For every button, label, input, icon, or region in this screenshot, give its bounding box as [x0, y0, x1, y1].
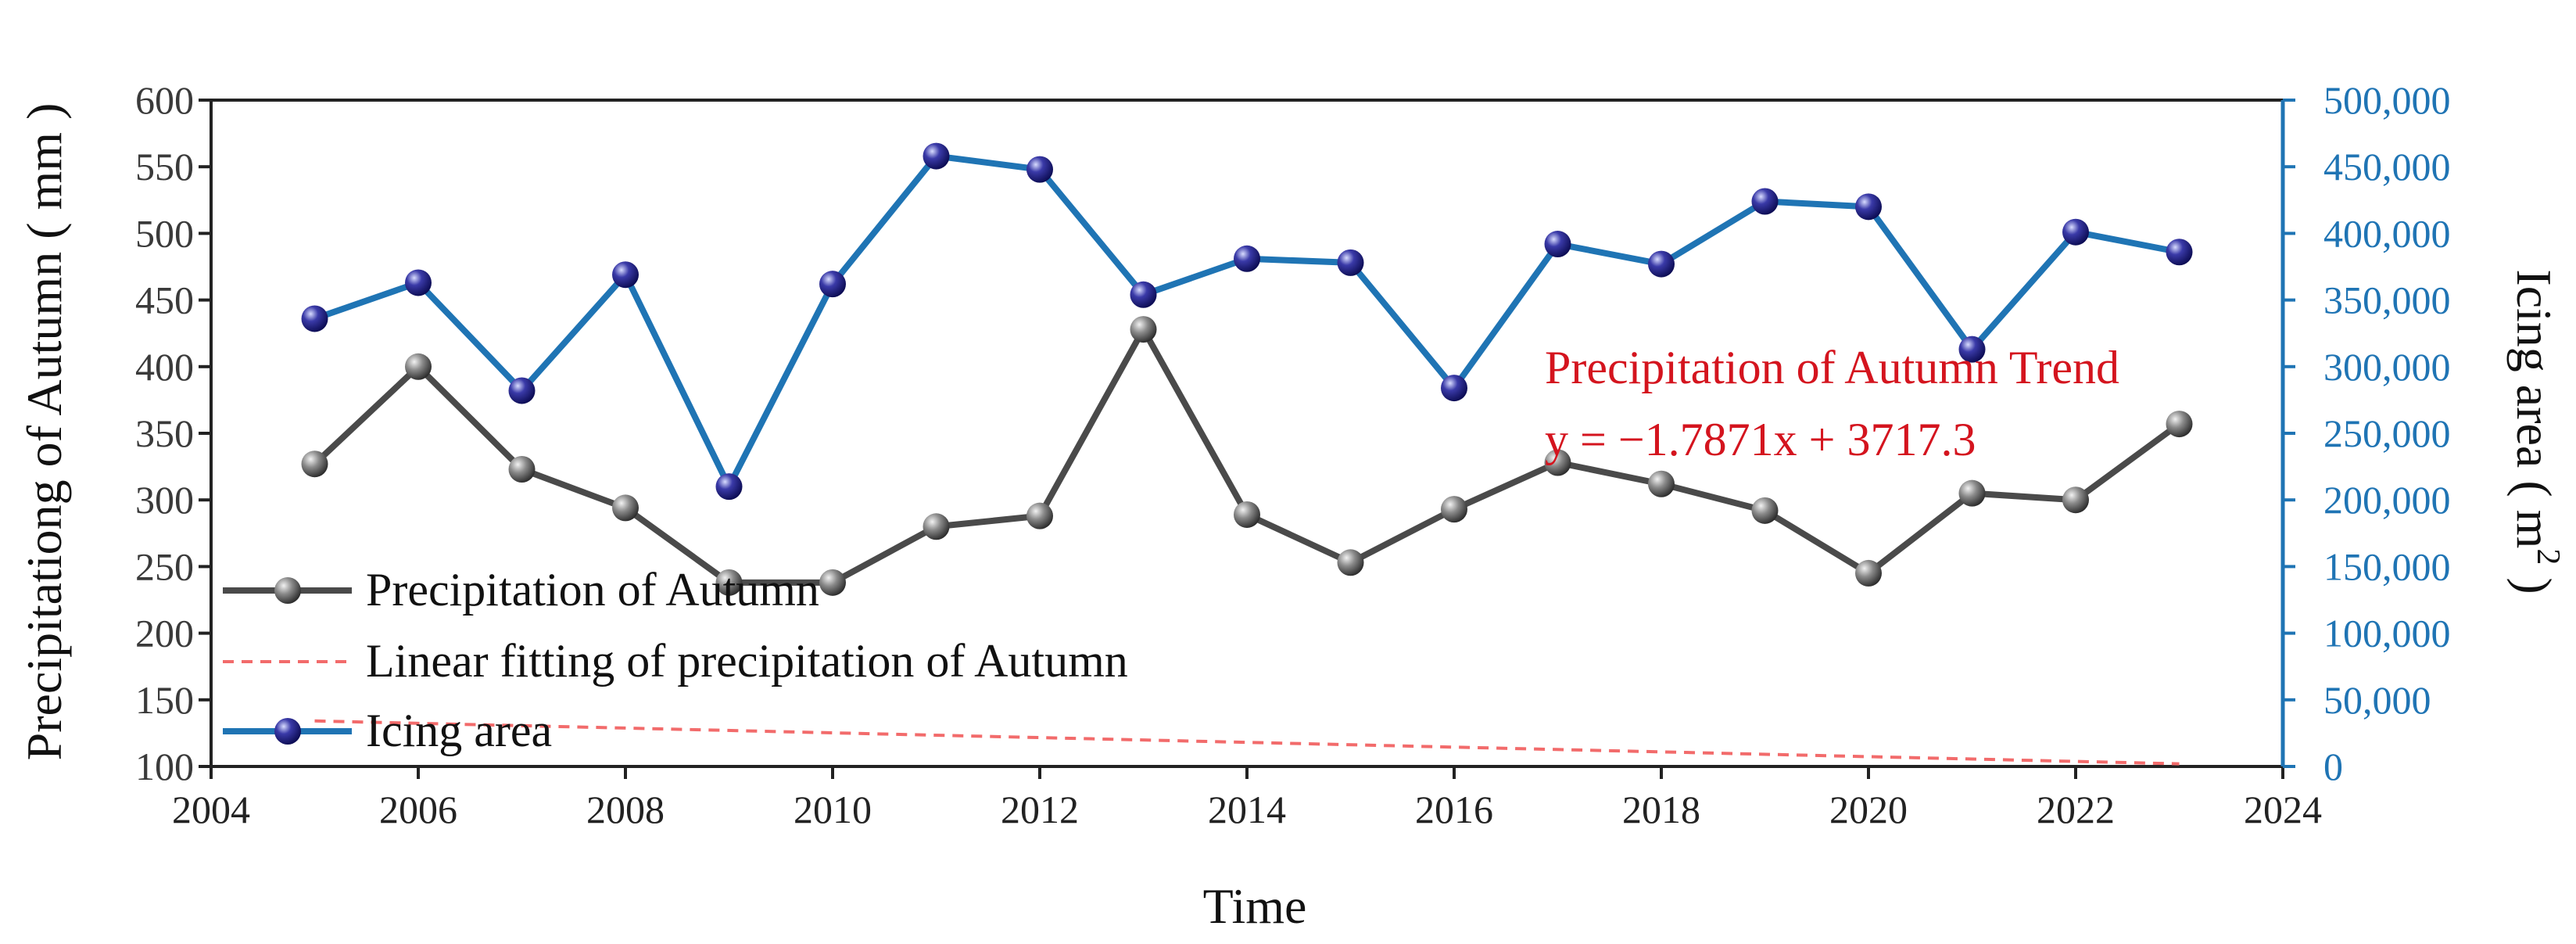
- legend-item-icing: Icing area: [223, 705, 552, 756]
- precipitation-point: [301, 450, 328, 478]
- y-left-tick-label: 100: [135, 745, 194, 788]
- icing-area-point: [819, 271, 846, 298]
- y-axis-left: 100 150 200 250 300 350 400 450 500 550 600: [135, 78, 211, 788]
- precipitation-point: [1441, 496, 1467, 523]
- y-axis-right: 0 50,000 100,000 150,000 200,000 250,000 300,0…: [2283, 78, 2451, 788]
- precipitation-point: [1026, 502, 1053, 529]
- icing-area-point: [1958, 336, 1986, 363]
- icing-area-point: [2166, 239, 2193, 266]
- y-left-tick-label: 500: [135, 211, 194, 255]
- x-tick-label: 2008: [586, 788, 665, 831]
- trend-annotation-equation: y = −1.7871x + 3717.3: [1545, 414, 1976, 465]
- icing-area-point: [2062, 218, 2089, 246]
- x-tick-label: 2010: [794, 788, 872, 831]
- x-tick-label: 2020: [1829, 788, 1908, 831]
- y-left-tick-label: 300: [135, 478, 194, 522]
- y-right-tick-label: 250,000: [2323, 411, 2451, 455]
- legend: Precipitation of Autumn Linear fitting o…: [223, 564, 1128, 756]
- precipitation-point: [819, 569, 846, 596]
- y-left-tick-label: 350: [135, 411, 194, 455]
- trend-line-series: [314, 719, 2180, 766]
- y-right-tick-label: 450,000: [2323, 145, 2451, 188]
- y-right-tick-label: 300,000: [2323, 345, 2451, 389]
- icing-area-point: [715, 473, 743, 501]
- icing-area-point: [1234, 245, 1260, 272]
- icing-area-point: [1130, 281, 1157, 308]
- precipitation-point: [923, 513, 950, 540]
- y-left-tick-label: 150: [135, 678, 194, 722]
- precipitation-point: [1130, 316, 1157, 343]
- x-tick-label: 2012: [1001, 788, 1079, 831]
- precipitation-point: [1958, 479, 1986, 507]
- x-axis-title: Time: [1203, 878, 1307, 934]
- x-tick-label: 2022: [2037, 788, 2115, 831]
- y-left-tick-label: 400: [135, 345, 194, 389]
- precipitation-point: [1855, 559, 1882, 587]
- legend-item-precipitation: Precipitation of Autumn: [223, 564, 819, 616]
- svg-text:Icing area: Icing area: [366, 705, 552, 756]
- y-right-tick-label: 500,000: [2323, 78, 2451, 122]
- x-axis: 2004 2006 2008 2010 2012 2014 2016 2018 2020 2022…: [172, 766, 2322, 831]
- precipitation-point: [1234, 501, 1260, 528]
- precipitation-point: [1751, 497, 1779, 524]
- x-tick-label: 2018: [1622, 788, 1700, 831]
- y-right-tick-label: 0: [2323, 745, 2343, 788]
- icing-area-series: [301, 142, 2193, 501]
- y-left-tick-label: 200: [135, 612, 194, 655]
- icing-area-point: [1751, 188, 1779, 215]
- y-left-tick-label: 250: [135, 544, 194, 588]
- trend-line: [314, 719, 2180, 766]
- icing-area-point: [923, 142, 950, 170]
- svg-text:Precipitation of Autumn: Precipitation of Autumn: [366, 564, 819, 616]
- icing-area-point: [1026, 156, 1053, 183]
- icing-area-point: [1441, 375, 1467, 402]
- y-right-tick-label: 200,000: [2323, 478, 2451, 522]
- x-tick-label: 2016: [1415, 788, 1493, 831]
- y-axis-right-title: Icing area ( m2 ): [2506, 269, 2566, 594]
- svg-text:Linear fitting of precipitatio: Linear fitting of precipitation of Autum…: [366, 635, 1128, 687]
- precipitation-point: [612, 494, 639, 522]
- y-right-tick-label: 150,000: [2323, 544, 2451, 588]
- legend-marker-icing: [274, 718, 301, 745]
- x-tick-label: 2006: [379, 788, 457, 831]
- y-right-tick-label: 400,000: [2323, 211, 2451, 255]
- y-axis-left-title: Precipitationg of Autumn ( mm ): [16, 103, 72, 761]
- precipitation-point: [1648, 470, 1675, 497]
- precipitation-point: [2062, 486, 2089, 514]
- icing-area-point: [301, 305, 328, 332]
- y-left-tick-label: 600: [135, 78, 194, 122]
- trend-annotation-title: Precipitation of Autumn Trend: [1545, 342, 2119, 393]
- precipitation-point: [1544, 449, 1571, 476]
- icing-area-point: [1544, 231, 1571, 258]
- icing-area-point: [1648, 250, 1675, 278]
- icing-area-point: [1855, 193, 1882, 221]
- precipitation-point: [715, 569, 743, 596]
- icing-area-point: [508, 377, 536, 404]
- precipitation-point: [2166, 411, 2193, 438]
- precipitation-point: [405, 353, 432, 380]
- y-right-tick-label: 100,000: [2323, 612, 2451, 655]
- precipitation-point: [1337, 549, 1364, 576]
- precipitation-point: [508, 456, 536, 483]
- x-tick-label: 2004: [172, 788, 250, 831]
- icing-area-point: [612, 261, 639, 289]
- y-left-tick-label: 450: [135, 278, 194, 322]
- icing-area-point: [405, 269, 432, 296]
- y-right-tick-label: 50,000: [2323, 678, 2431, 722]
- y-left-tick-label: 550: [135, 145, 194, 188]
- x-tick-label: 2014: [1208, 788, 1286, 831]
- precipitation-series: [301, 316, 2193, 596]
- legend-marker-precipitation: [274, 577, 301, 604]
- legend-item-linear-fit: Linear fitting of precipitation of Autum…: [223, 635, 1128, 687]
- y-right-tick-label: 350,000: [2323, 278, 2451, 322]
- icing-area-point: [1337, 249, 1364, 276]
- x-tick-label: 2024: [2244, 788, 2322, 831]
